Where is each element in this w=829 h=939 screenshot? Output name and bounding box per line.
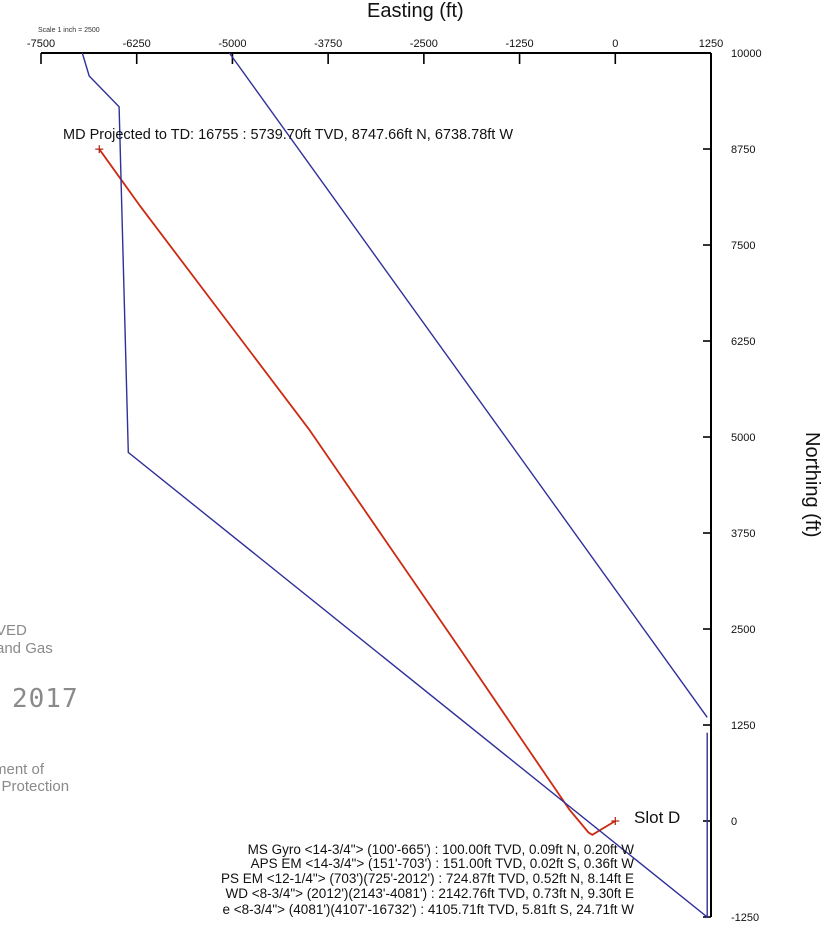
received-stamp-year: 2017 [12, 684, 79, 714]
y-tick-label: 10000 [731, 48, 762, 60]
survey-note: WD <8-3/4"> (2012')(2143'-4081') : 2142.… [225, 886, 634, 901]
well-path-line [98, 148, 616, 836]
markers-layer [95, 145, 620, 825]
y-tick-label: 1250 [731, 720, 755, 732]
td-annotation: MD Projected to TD: 16755 : 5739.70ft TV… [63, 127, 514, 143]
y-tick-label: 7500 [731, 240, 755, 252]
y-tick-label: 6250 [731, 336, 755, 348]
received-stamp-line: VED [0, 622, 27, 639]
y-tick-label: 2500 [731, 624, 755, 636]
x-tick-label: 1250 [699, 38, 723, 50]
slot-label: Slot D [634, 808, 681, 827]
x-tick-label: -5000 [218, 38, 246, 50]
x-tick-label: -1250 [506, 38, 534, 50]
boundary-line [228, 52, 708, 718]
received-stamp-line: and Gas [0, 640, 53, 657]
y-tick-label: 3750 [731, 528, 755, 540]
survey-note: e <8-3/4"> (4081')(4107'-16732') : 4105.… [222, 902, 634, 917]
x-axis-title: Easting (ft) [367, 0, 464, 22]
survey-note: PS EM <12-1/4"> (703')(725'-2012') : 724… [220, 871, 634, 886]
y-tick-label: 0 [731, 816, 737, 828]
y-tick-label: -1250 [731, 912, 759, 924]
received-stamp-line: l Protection [0, 778, 70, 795]
series-layer [81, 52, 708, 919]
y-tick-label: 5000 [731, 432, 755, 444]
x-tick-label: -3750 [314, 38, 342, 50]
y-axis: 10000 8750 7500 6250 5000 3750 2500 1250 0 -1250 [703, 48, 762, 924]
y-tick-label: 8750 [731, 144, 755, 156]
x-tick-label: 0 [612, 38, 618, 50]
survey-note: MS Gyro <14-3/4"> (100'-665') : 100.00ft… [247, 842, 634, 857]
survey-note: APS EM <14-3/4"> (151'-703') : 151.00ft … [250, 856, 634, 871]
scale-note: Scale 1 inch = 2500 [38, 27, 100, 34]
x-axis: -7500 -6250 -5000 -3750 -2500 -1250 0 1250 [27, 38, 723, 64]
boundary-line [81, 52, 708, 919]
x-tick-label: -6250 [123, 38, 151, 50]
y-axis-title: Northing (ft) [801, 432, 823, 538]
x-tick-label: -2500 [410, 38, 438, 50]
received-stamp-line: ment of [0, 761, 45, 778]
x-tick-label: -7500 [27, 38, 55, 50]
